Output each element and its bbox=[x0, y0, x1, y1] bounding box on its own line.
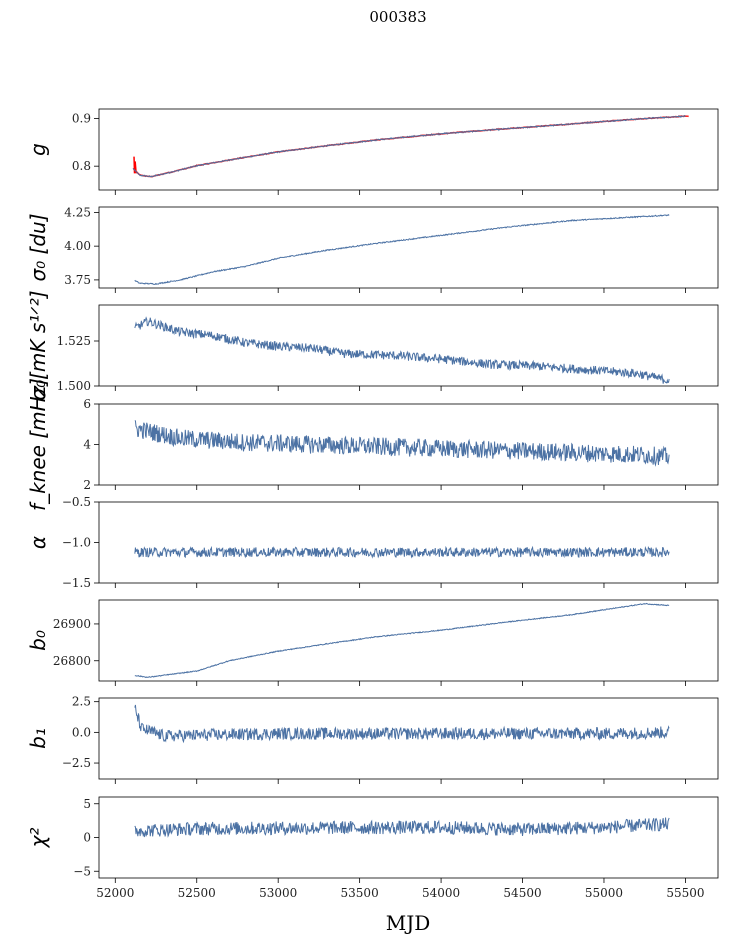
series-line bbox=[134, 704, 670, 744]
y-tick-label: 2.5 bbox=[72, 695, 91, 709]
figure-title: 000383 bbox=[369, 8, 426, 26]
y-tick-label: 1.525 bbox=[57, 334, 91, 348]
series-line bbox=[134, 817, 670, 838]
y-tick-label: 3.75 bbox=[64, 273, 91, 287]
panel-4: −1.5 −1.0 −0.5 α bbox=[26, 495, 719, 590]
x-tick-label: 55500 bbox=[666, 886, 704, 900]
x-tick-label: 52500 bbox=[178, 886, 216, 900]
y-tick-label: 26800 bbox=[53, 654, 91, 668]
axes-frame bbox=[98, 304, 719, 387]
y-tick-label: −0.5 bbox=[62, 495, 91, 509]
series-line bbox=[132, 114, 686, 178]
y-axis-label: f_knee [mHz] bbox=[26, 378, 50, 511]
y-tick-label: −1.5 bbox=[62, 576, 91, 590]
y-axis-label: g bbox=[26, 143, 50, 156]
panel-2: 1.500 1.525 σ₀[mK s¹ᐟ²] bbox=[26, 290, 719, 401]
axes-frame bbox=[98, 796, 719, 879]
model-line bbox=[132, 115, 689, 178]
y-tick-label: 5 bbox=[83, 797, 91, 811]
y-axis-label: α bbox=[26, 536, 50, 549]
y-tick-label: −5 bbox=[73, 864, 91, 878]
panel-0: 0.8 0.9 g bbox=[26, 108, 719, 195]
x-tick-label: 54500 bbox=[503, 886, 541, 900]
axes-frame bbox=[98, 697, 719, 780]
y-tick-label: 4.25 bbox=[64, 205, 91, 219]
y-tick-label: 2 bbox=[83, 478, 91, 492]
panel-3: 2 4 6 f_knee [mHz] bbox=[26, 378, 719, 511]
x-tick-label: 54000 bbox=[422, 886, 460, 900]
x-tick-label: 52000 bbox=[96, 886, 134, 900]
panel-1: 3.75 4.00 4.25 σ₀ [du] bbox=[26, 205, 719, 293]
x-tick-label: 53000 bbox=[259, 886, 297, 900]
y-axis-label: σ₀[mK s¹ᐟ²] bbox=[26, 290, 50, 400]
model-spike bbox=[133, 156, 137, 174]
y-tick-label: 4 bbox=[83, 438, 91, 452]
series-overlay bbox=[132, 115, 686, 178]
y-tick-label: 0.8 bbox=[72, 159, 91, 173]
panel-6: −2.5 0.0 2.5 b₁ bbox=[26, 695, 719, 784]
axes-frame bbox=[98, 206, 719, 289]
panel-7: −5 0 5 52000 52500 53000 53500 54000 54500 55000 5… bbox=[26, 796, 719, 900]
series-line bbox=[134, 316, 670, 384]
y-tick-label: 0 bbox=[83, 831, 91, 845]
x-axis-label: MJD bbox=[386, 911, 431, 935]
y-tick-label: 0.0 bbox=[72, 725, 91, 739]
x-tick-label: 55000 bbox=[585, 886, 623, 900]
y-tick-label: 0.9 bbox=[72, 112, 91, 126]
x-tick-label: 53500 bbox=[341, 886, 379, 900]
y-axis-label: σ₀ [du] bbox=[26, 213, 50, 281]
series-line bbox=[134, 214, 670, 285]
y-tick-label: 6 bbox=[83, 397, 91, 411]
series-line bbox=[134, 545, 670, 559]
y-axis-label: b₁ bbox=[26, 728, 50, 749]
series-line bbox=[134, 602, 670, 678]
axes-frame bbox=[98, 108, 719, 191]
y-tick-label: 26900 bbox=[53, 617, 91, 631]
y-tick-label: 4.00 bbox=[64, 239, 91, 253]
panels: 0.8 0.9 g 3.75 4.00 4.25 σ₀ [du] 1.500 1.525 σ₀[m… bbox=[26, 108, 719, 900]
axes-frame bbox=[98, 599, 719, 682]
y-tick-label: −1.0 bbox=[62, 536, 91, 550]
y-axis-label: b₀ bbox=[26, 630, 50, 651]
y-tick-label: −2.5 bbox=[62, 756, 91, 770]
y-axis-label: χ² bbox=[26, 828, 50, 849]
series-line bbox=[134, 420, 670, 467]
y-tick-label: 1.500 bbox=[57, 379, 91, 393]
axes-frame bbox=[98, 501, 719, 584]
